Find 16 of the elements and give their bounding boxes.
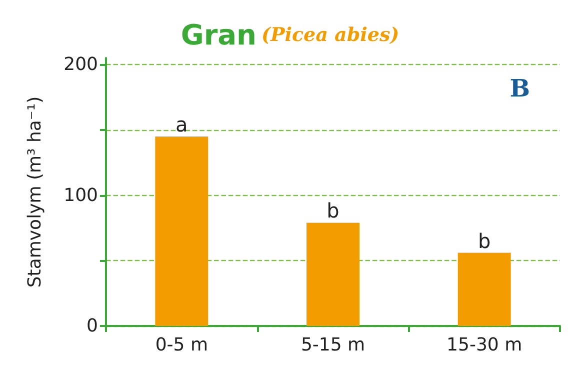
x-tick-label: 0-5 m	[155, 334, 208, 356]
annotation: a	[176, 112, 188, 136]
bar	[155, 136, 208, 326]
annotation: b	[326, 198, 340, 223]
annotation: B	[510, 74, 530, 102]
y-tick-label: 200	[64, 54, 98, 76]
x-tick-label: 15-30 m	[446, 334, 522, 356]
chart-title: Gran	[180, 18, 256, 52]
annotation: b	[478, 228, 491, 253]
chart-subtitle: (Picea abies)	[261, 24, 400, 46]
y-tick-label: 100	[64, 184, 98, 206]
y-axis-title: Stamvolym (m³ ha⁻¹)	[24, 96, 46, 288]
x-tick-label: 5-15 m	[300, 334, 366, 356]
bar	[306, 222, 360, 326]
y-tick-label: 0	[86, 316, 98, 336]
bar	[458, 252, 511, 326]
